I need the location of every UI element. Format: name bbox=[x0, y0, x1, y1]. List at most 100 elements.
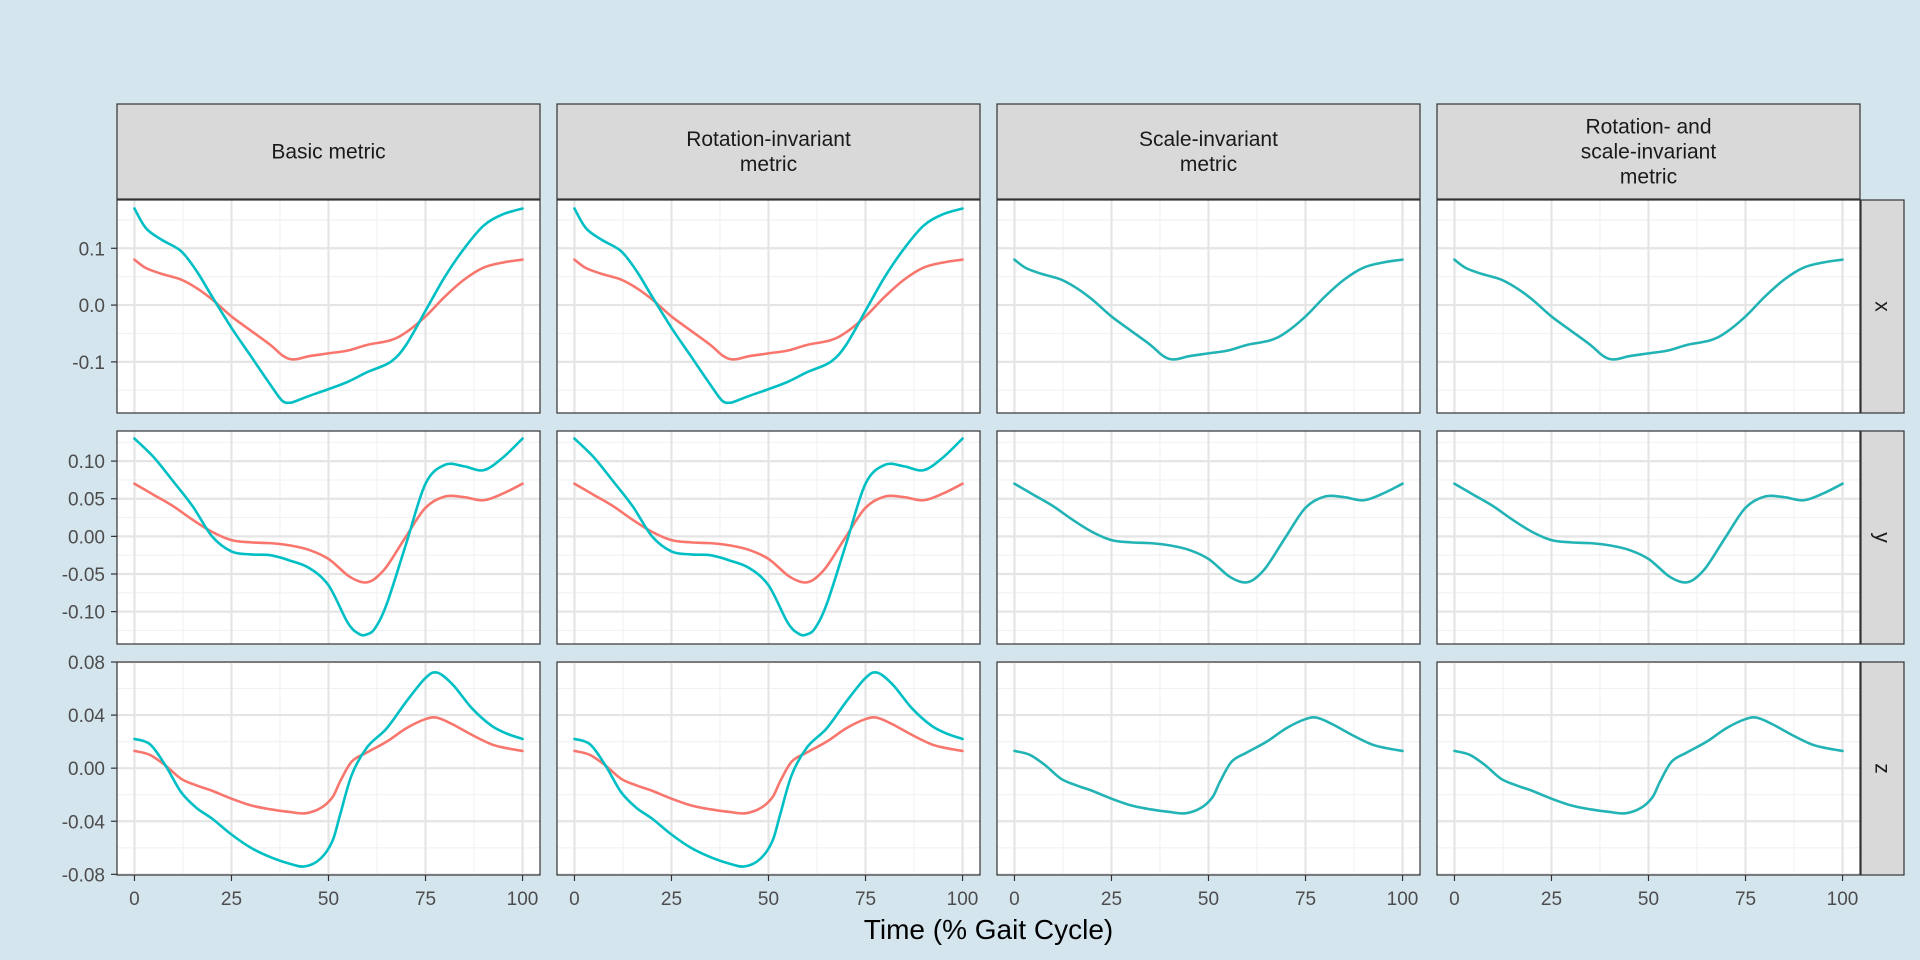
strip-background bbox=[1436, 103, 1861, 200]
panel bbox=[1436, 199, 1861, 414]
series-group bbox=[573, 670, 964, 868]
panel bbox=[556, 660, 981, 876]
series-line bbox=[133, 437, 524, 637]
series-group bbox=[133, 437, 524, 637]
panel-border bbox=[116, 199, 541, 414]
y-tick-label: -0.1 bbox=[72, 353, 105, 374]
x-tick-label: 0 bbox=[1009, 889, 1020, 910]
column-strips: Basic metricRotation-invariantmetricScal… bbox=[116, 103, 1861, 200]
panel bbox=[556, 199, 981, 414]
series-line bbox=[573, 716, 964, 815]
x-tick-label: 25 bbox=[221, 889, 242, 910]
strip-background bbox=[556, 103, 981, 200]
panel bbox=[996, 660, 1421, 876]
x-tick-label: 75 bbox=[1295, 889, 1316, 910]
x-tick-label: 50 bbox=[758, 889, 779, 910]
panel bbox=[116, 199, 541, 414]
y-tick-label: -0.05 bbox=[62, 565, 105, 586]
y-tick-label: 0.1 bbox=[79, 239, 105, 260]
row-strip-label: z bbox=[1871, 763, 1894, 774]
y-tick-label: 0.00 bbox=[68, 759, 105, 780]
series-group bbox=[573, 437, 964, 637]
series-line bbox=[133, 207, 524, 405]
series-line bbox=[133, 716, 524, 815]
strip-background bbox=[1860, 430, 1905, 645]
strip-label: metric bbox=[1180, 153, 1237, 176]
series-line bbox=[573, 670, 964, 868]
y-tick-label: 0.05 bbox=[68, 490, 105, 511]
y-tick-label: -0.10 bbox=[62, 603, 105, 624]
y-tick-label: -0.08 bbox=[62, 865, 105, 886]
strip-label: metric bbox=[740, 153, 797, 176]
x-tick-label: 100 bbox=[1827, 889, 1859, 910]
panel bbox=[116, 430, 541, 645]
series-line bbox=[133, 258, 524, 361]
series-group bbox=[1453, 716, 1844, 815]
strip-label: Rotation- and bbox=[1585, 116, 1711, 139]
panel bbox=[1436, 660, 1861, 876]
series-group bbox=[133, 207, 524, 405]
strip-label: Scale-invariant bbox=[1139, 128, 1278, 151]
series-line bbox=[1453, 258, 1844, 361]
x-tick-label: 25 bbox=[661, 889, 682, 910]
y-tick-label: 0.00 bbox=[68, 527, 105, 548]
series-group bbox=[1013, 716, 1404, 815]
panel-border bbox=[1436, 430, 1861, 645]
y-tick-label: 0.08 bbox=[68, 653, 105, 674]
y-tick-label: 0.04 bbox=[68, 706, 105, 727]
series-group bbox=[133, 670, 524, 868]
x-tick-label: 100 bbox=[947, 889, 979, 910]
strip-label: Rotation-invariant bbox=[686, 128, 851, 151]
x-axes: 0 25 50 75 100 0 25 50 75 100 0 25 50 75 100 0 25 50 75 100 bbox=[129, 875, 1858, 910]
x-tick-label: 75 bbox=[855, 889, 876, 910]
x-tick-label: 25 bbox=[1541, 889, 1562, 910]
series-line bbox=[573, 258, 964, 361]
x-tick-label: 100 bbox=[507, 889, 539, 910]
x-tick-label: 100 bbox=[1387, 889, 1419, 910]
y-tick-label: 0.10 bbox=[68, 452, 105, 473]
x-tick-label: 25 bbox=[1101, 889, 1122, 910]
x-tick-label: 0 bbox=[1449, 889, 1460, 910]
x-tick-label: 0 bbox=[569, 889, 580, 910]
strip-background bbox=[116, 103, 541, 200]
row-strip: x bbox=[1860, 199, 1905, 414]
row-strip-label: x bbox=[1871, 301, 1894, 312]
strip-background bbox=[1860, 199, 1905, 414]
panel bbox=[116, 660, 541, 876]
panel bbox=[996, 430, 1421, 645]
y-axes: 0.1 0.0 -0.1 0.10 0.05 0.00 -0.05 -0.10 0.08 0.04… bbox=[62, 239, 117, 886]
series-group bbox=[1453, 482, 1844, 584]
series-group bbox=[1453, 258, 1844, 361]
x-tick-label: 50 bbox=[318, 889, 339, 910]
x-tick-label: 50 bbox=[1198, 889, 1219, 910]
panels bbox=[116, 199, 1861, 876]
panel-border bbox=[996, 199, 1421, 414]
series-line bbox=[1013, 258, 1404, 361]
x-tick-label: 0 bbox=[129, 889, 140, 910]
strip-label: Basic metric bbox=[271, 141, 385, 164]
x-tick-label: 75 bbox=[1735, 889, 1756, 910]
panel bbox=[996, 199, 1421, 414]
series-line bbox=[1453, 482, 1844, 584]
strip-background bbox=[1860, 661, 1905, 876]
panel bbox=[556, 430, 981, 645]
series-group bbox=[1013, 482, 1404, 584]
column-strip: Basic metric bbox=[116, 103, 541, 200]
series-line bbox=[1453, 716, 1844, 815]
series-line bbox=[573, 437, 964, 637]
x-tick-label: 50 bbox=[1638, 889, 1659, 910]
row-strip: z bbox=[1860, 661, 1905, 876]
row-strip: y bbox=[1860, 430, 1905, 645]
series-group bbox=[1013, 258, 1404, 361]
series-line bbox=[133, 670, 524, 868]
strip-background bbox=[996, 103, 1421, 200]
y-tick-label: -0.04 bbox=[62, 812, 106, 833]
series-line bbox=[1013, 482, 1404, 584]
panel-border bbox=[556, 199, 981, 414]
series-line bbox=[1013, 716, 1404, 815]
strip-label: metric bbox=[1620, 166, 1677, 189]
panel-border bbox=[116, 430, 541, 645]
